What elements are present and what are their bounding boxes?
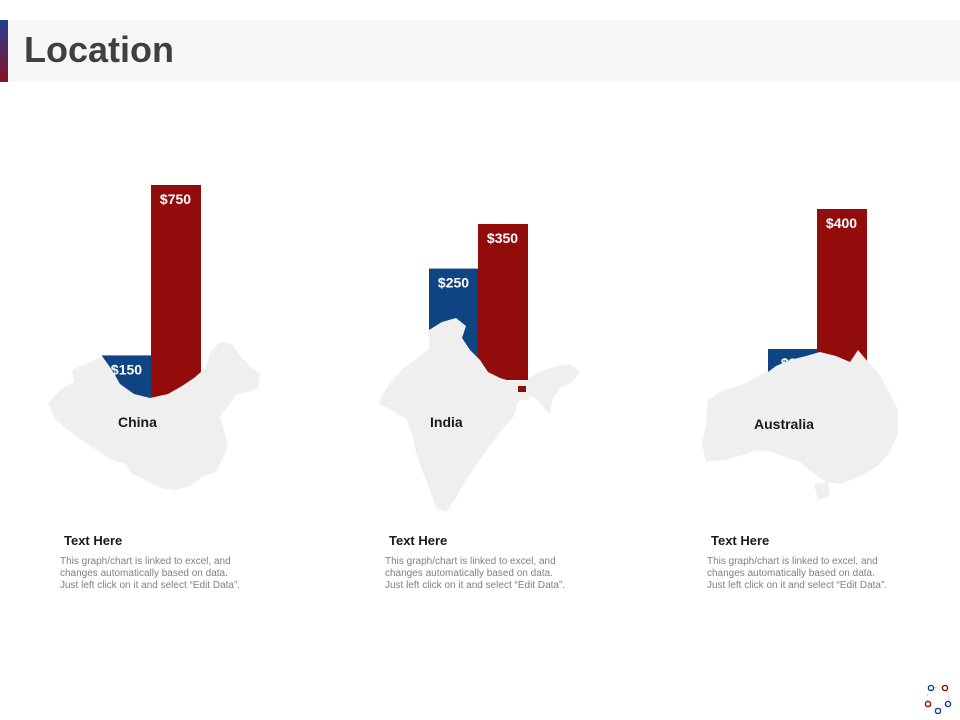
caption-heading: Text Here <box>389 533 448 548</box>
tasmania-map-shape <box>814 482 830 500</box>
caption-line: This graph/chart is linked to excel, and <box>707 556 878 567</box>
caption-line: This graph/chart is linked to excel, and <box>60 556 231 567</box>
bar-data-label: $750 <box>160 191 191 207</box>
china-map-shape <box>48 342 260 490</box>
circle-dots-logo-icon <box>924 684 952 714</box>
caption-line: Just left click on it and select “Edit D… <box>385 580 566 591</box>
title-bar <box>0 20 960 82</box>
caption-body: This graph/chart is linked to excel, and… <box>60 556 280 592</box>
caption-india: Text Here This graph/chart is linked to … <box>385 533 605 592</box>
caption-australia: Text Here This graph/chart is linked to … <box>707 533 927 592</box>
bar-data-label: $350 <box>487 230 518 246</box>
chart-category-label-australia: Australia <box>754 416 814 432</box>
bar-china-1 <box>151 185 201 398</box>
bar-india-1 <box>478 224 528 380</box>
caption-line: changes automatically based on data. <box>385 568 553 579</box>
chart-category-label-india: India <box>430 414 463 430</box>
caption-line: Just left click on it and select “Edit D… <box>707 580 888 591</box>
caption-body: This graph/chart is linked to excel, and… <box>385 556 605 592</box>
bar-data-label: $250 <box>438 275 469 291</box>
caption-heading: Text Here <box>64 533 123 548</box>
india-map-shape <box>378 318 580 512</box>
chart-category-label-china: China <box>118 414 157 430</box>
caption-body: This graph/chart is linked to excel, and… <box>707 556 927 592</box>
bar-data-label: $400 <box>826 215 857 231</box>
page-title: Location <box>24 29 174 70</box>
caption-heading: Text Here <box>711 533 770 548</box>
bar-data-label: $150 <box>111 361 142 377</box>
caption-line: changes automatically based on data. <box>60 568 228 579</box>
caption-line: changes automatically based on data. <box>707 568 875 579</box>
india-map-overlay-dot <box>518 386 526 392</box>
caption-china: Text Here This graph/chart is linked to … <box>60 533 280 592</box>
china-map-overlay <box>102 356 201 404</box>
title-accent-bar <box>0 20 8 82</box>
caption-line: Just left click on it and select “Edit D… <box>60 580 241 591</box>
australia-map-overlay <box>768 350 868 390</box>
india-map-overlay <box>429 318 529 400</box>
caption-line: This graph/chart is linked to excel, and <box>385 556 556 567</box>
